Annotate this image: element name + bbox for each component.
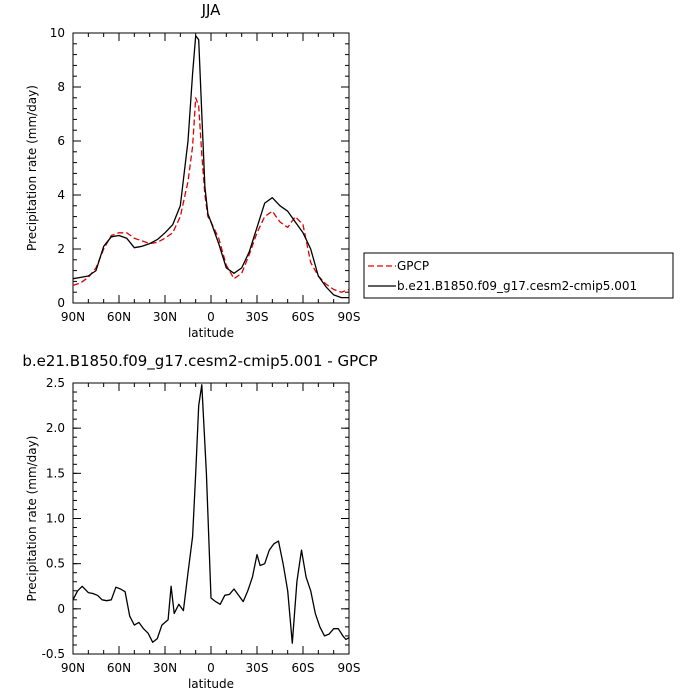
plot-frame [72,382,350,655]
series-line-0 [72,384,350,644]
axis-ticks [72,382,350,655]
x-tick-label: 90N [61,310,85,324]
y-tick-labels: -0.5 0 0.5 1.0 1.5 2.0 2.5 [42,376,65,661]
y-tick-label: 10 [50,26,65,40]
y-tick-label: 8 [57,80,65,94]
chart-title: b.e21.B1850.f09_g17.cesm2-cmip5.001 - GP… [22,352,377,371]
y-tick-label: 1.0 [46,512,65,526]
series-line-0 [72,97,350,293]
x-tick-label: 60S [292,310,315,324]
legend-entry-model: b.e21.B1850.f09_g17.cesm2-cmip5.001 [397,279,637,293]
series-line-1 [72,35,349,299]
x-tick-labels: 90N 60N 30N 0 30S 60S 90S [61,661,361,675]
x-axis-label: latitude [188,677,234,691]
series-lines [72,384,350,644]
y-tick-label: 0 [57,296,65,310]
plot-frame [72,32,350,304]
y-tick-label: 0 [57,602,65,616]
y-tick-label: 2.0 [46,421,65,435]
axis-ticks [72,32,350,304]
x-tick-label: 30N [153,661,177,675]
x-tick-label: 60S [292,661,315,675]
y-tick-labels: 0 2 4 6 8 10 [50,26,65,310]
x-axis-label: latitude [188,326,234,340]
chart-title: JJA [201,1,222,19]
y-axis-label: Precipitation rate (mm/day) [25,436,39,602]
panel-difference: b.e21.B1850.f09_g17.cesm2-cmip5.001 - GP… [22,352,377,691]
y-tick-label: -0.5 [42,647,65,661]
x-tick-label: 60N [107,661,131,675]
y-axis-label: Precipitation rate (mm/day) [25,85,39,251]
y-tick-label: 2.5 [46,376,65,390]
legend: GPCP b.e21.B1850.f09_g17.cesm2-cmip5.001 [363,252,674,299]
x-tick-label: 90N [61,661,85,675]
x-tick-label: 90S [338,310,361,324]
x-tick-label: 90S [338,661,361,675]
x-tick-label: 60N [107,310,131,324]
x-tick-label: 0 [207,661,215,675]
x-tick-label: 30S [246,310,269,324]
x-tick-label: 30N [153,310,177,324]
y-tick-label: 0.5 [46,557,65,571]
y-tick-label: 1.5 [46,466,65,480]
x-tick-label: 0 [207,310,215,324]
y-tick-label: 6 [57,134,65,148]
y-tick-label: 4 [57,188,65,202]
legend-box [363,252,674,299]
y-tick-label: 2 [57,242,65,256]
x-tick-label: 30S [246,661,269,675]
x-tick-labels: 90N 60N 30N 0 30S 60S 90S [61,310,361,324]
series-lines [72,35,350,299]
legend-entry-gpcp: GPCP [397,259,429,273]
panel-mean-precip: JJA 90N 60N 30N 0 30S 60S 90S 0 2 4 6 8 10 latitude… [25,1,360,340]
